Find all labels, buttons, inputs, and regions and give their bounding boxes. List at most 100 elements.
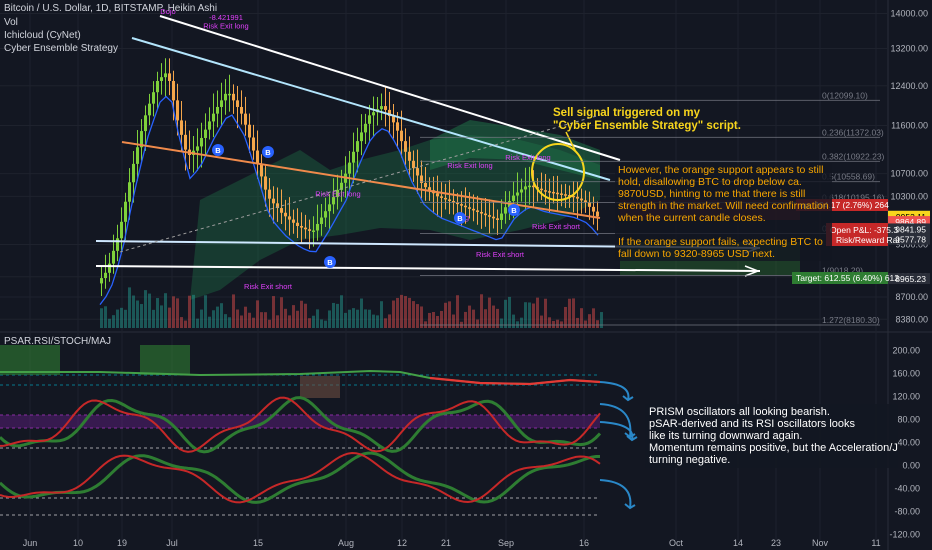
volume-bar — [104, 306, 107, 328]
candle-body — [100, 278, 103, 284]
candle-body — [112, 250, 115, 264]
candle-body — [324, 211, 327, 218]
symbol-title[interactable]: Bitcoin / U.S. Dollar, 1D, BITSTAMP, Hei… — [4, 3, 218, 14]
volume-bar — [360, 298, 363, 328]
strategy-label: Risk Exit short — [244, 282, 293, 291]
volume-bar — [284, 308, 287, 328]
candle-body — [248, 124, 251, 138]
volume-bar — [348, 309, 351, 328]
momentum-wave-green — [0, 451, 600, 504]
candle-body — [204, 129, 207, 138]
candle-body — [280, 208, 283, 213]
volume-bar — [156, 298, 159, 328]
price-tag-text: 9577.78 — [895, 235, 926, 245]
x-tick-label: Aug — [338, 538, 354, 548]
volume-bar — [340, 295, 343, 328]
trend-arrow-head — [624, 503, 636, 510]
candle-body — [384, 106, 387, 110]
oscillator-legend[interactable]: PSAR.RSI/STOCH/MAJ — [4, 336, 112, 347]
fib-label: 1.272(8180.30) — [822, 315, 880, 325]
volume-bar — [444, 302, 447, 328]
candle-body — [136, 147, 139, 164]
candle-body — [460, 204, 463, 206]
y-tick-label: 14000.00 — [890, 8, 928, 18]
candle-body — [436, 193, 439, 197]
osc-band — [0, 415, 600, 428]
y-tick-label: 13200.00 — [890, 44, 928, 54]
momentum-wave-red — [0, 451, 601, 504]
candle-body — [124, 201, 127, 222]
volume-bar — [416, 304, 419, 328]
candle-body — [360, 132, 363, 142]
volume-bar — [548, 317, 551, 328]
candle-body — [428, 187, 431, 191]
volume-bar — [304, 303, 307, 328]
resistance-trendline — [159, 15, 621, 161]
osc-tick-label: 160.00 — [892, 369, 920, 379]
candle-body — [364, 123, 367, 133]
candle-body — [420, 175, 423, 183]
volume-bar — [568, 298, 571, 328]
volume-bar — [440, 310, 443, 328]
candle-body — [524, 186, 527, 190]
candle-body — [496, 218, 499, 220]
volume-bar — [252, 317, 255, 328]
strategy-label: -8.421991 — [209, 13, 243, 22]
volume-bar — [256, 300, 259, 328]
volume-bar — [512, 314, 515, 328]
candle-body — [504, 207, 507, 214]
strategy-legend[interactable]: Cyber Ensemble Strategy — [4, 43, 118, 54]
volume-bar — [396, 297, 399, 328]
candle-body — [140, 131, 143, 148]
prism-note: PRISM oscillators all looking bearish. p… — [645, 404, 898, 468]
price-tag-box — [888, 216, 930, 228]
target-box — [792, 272, 888, 284]
volume-bar — [472, 309, 475, 328]
candle-body — [484, 213, 487, 216]
volume-bar — [100, 308, 103, 328]
fib-label: 0.236(11372.03) — [822, 127, 884, 137]
ichicloud-legend[interactable]: Ichicloud (CyNet) — [4, 30, 81, 41]
candle-body — [288, 216, 291, 220]
trend-arrow-head — [622, 395, 634, 402]
open-pl-label: Open P&L: -375.3 — [830, 225, 898, 235]
candle-body — [392, 116, 395, 123]
volume-bar — [280, 297, 283, 328]
candle-body — [532, 185, 535, 188]
price-tag-box — [888, 233, 930, 245]
volume-bars — [100, 287, 603, 328]
x-tick-label: Sep — [498, 538, 514, 548]
volume-bar — [144, 290, 147, 328]
volume-bar — [368, 309, 371, 328]
osc-tick-label: -80.00 — [894, 506, 920, 516]
volume-bar — [188, 295, 191, 328]
buy-marker-letter: B — [327, 258, 333, 267]
volume-bar — [132, 295, 135, 328]
volume-bar — [320, 319, 323, 328]
candle-body — [456, 202, 459, 205]
annotation-pointer — [565, 131, 577, 153]
volume-bar — [240, 315, 243, 328]
volume-bar — [508, 296, 511, 328]
candle-body — [592, 206, 595, 212]
volume-bar — [552, 320, 555, 328]
volume-bar — [524, 302, 527, 328]
vol-legend[interactable]: Vol — [4, 17, 18, 28]
osc-fill — [0, 345, 60, 375]
volume-bar — [564, 306, 567, 328]
volume-bar — [380, 301, 383, 328]
candle-body — [408, 151, 411, 161]
volume-bar — [584, 320, 587, 328]
volume-bar — [364, 309, 367, 328]
candle-body — [320, 217, 323, 224]
volume-bar — [492, 305, 495, 328]
volume-bar — [344, 312, 347, 328]
volume-bar — [412, 301, 415, 328]
volume-bar — [152, 309, 155, 328]
risk-reward-label: Risk/Reward Rat — [836, 235, 900, 245]
sell-signal-note: Sell signal triggered on my "Cyber Ensem… — [553, 107, 741, 132]
volume-bar — [292, 305, 295, 328]
osc-tick-label: 80.00 — [897, 414, 920, 424]
volume-bar — [540, 315, 543, 328]
